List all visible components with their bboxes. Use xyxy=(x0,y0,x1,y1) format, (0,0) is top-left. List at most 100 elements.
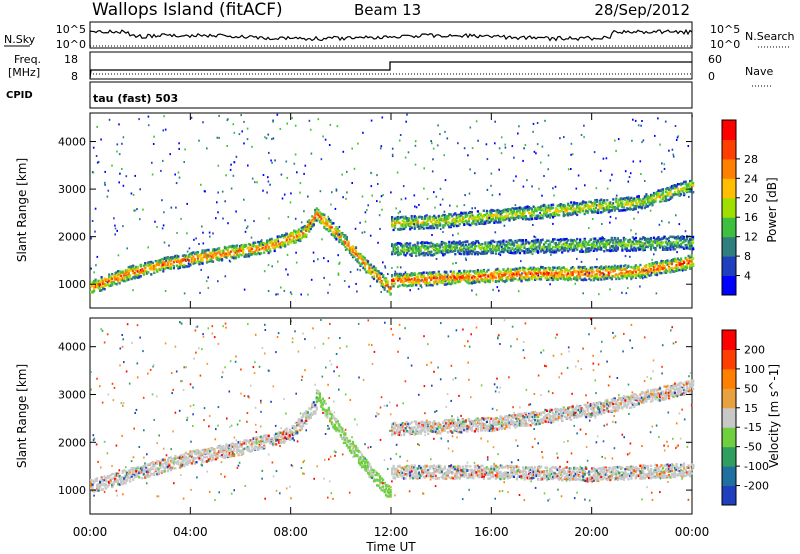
range-gate-cell xyxy=(463,223,466,226)
range-gate-cell xyxy=(664,199,668,203)
range-gate-cell xyxy=(687,239,690,243)
range-gate-cell xyxy=(678,192,681,195)
range-gate-cell xyxy=(439,224,442,227)
range-gate-cell xyxy=(556,278,559,281)
range-gate-cell xyxy=(427,276,430,279)
range-gate-cell xyxy=(382,285,385,289)
range-gate-cell xyxy=(493,248,496,251)
range-gate-cell xyxy=(419,222,422,226)
range-gate-cell xyxy=(579,250,582,253)
range-gate-cell xyxy=(670,259,674,263)
range-gate-cell xyxy=(582,243,585,246)
range-gate-cell xyxy=(567,275,570,279)
range-gate-cell xyxy=(428,226,431,230)
range-gate-cell xyxy=(649,243,653,247)
range-gate-cell xyxy=(423,187,425,190)
range-gate-cell xyxy=(543,244,546,247)
range-gate-cell xyxy=(567,207,570,210)
range-gate-cell xyxy=(287,241,290,244)
range-gate-cell xyxy=(673,243,677,246)
range-gate-cell xyxy=(490,239,493,243)
range-gate-cell xyxy=(550,240,553,243)
range-gate-cell xyxy=(467,279,470,282)
range-gate-cell xyxy=(628,206,631,210)
range-gate-cell xyxy=(238,133,241,136)
range-gate-cell xyxy=(458,219,461,222)
range-gate-cell xyxy=(458,247,461,250)
range-gate-cell xyxy=(664,187,668,191)
range-gate-cell xyxy=(598,269,601,272)
range-gate-cell xyxy=(258,242,261,246)
range-gate-cell xyxy=(555,210,558,214)
range-gate-cell xyxy=(482,214,485,217)
range-gate-cell xyxy=(125,175,128,178)
range-gate-cell xyxy=(320,217,323,221)
range-gate-cell xyxy=(433,271,436,274)
range-gate-cell xyxy=(129,274,132,277)
range-gate-cell xyxy=(546,245,549,249)
range-gate-cell xyxy=(382,194,384,196)
range-gate-cell xyxy=(175,255,178,259)
range-gate-cell xyxy=(451,245,454,248)
range-gate-cell xyxy=(529,276,532,279)
range-gate-cell xyxy=(272,242,275,246)
range-gate-cell xyxy=(455,220,458,223)
range-gate-cell xyxy=(95,155,98,157)
range-gate-cell xyxy=(168,260,171,264)
range-gate-cell xyxy=(521,210,525,213)
range-gate-cell xyxy=(515,215,519,218)
range-gate-cell xyxy=(419,275,422,278)
range-gate-cell xyxy=(382,283,385,286)
range-gate-cell xyxy=(442,217,445,221)
nsky-label: N.Sky xyxy=(4,33,36,46)
range-gate-cell xyxy=(646,269,649,273)
range-gate-cell xyxy=(363,265,367,268)
range-gate-cell xyxy=(650,271,653,274)
range-gate-cell xyxy=(430,225,433,228)
range-gate-cell xyxy=(400,249,403,252)
range-gate-cell xyxy=(585,240,588,244)
range-gate-cell xyxy=(430,273,433,277)
range-gate-cell xyxy=(559,240,562,243)
range-gate-cell xyxy=(649,269,653,272)
range-gate-cell xyxy=(362,255,365,259)
range-gate-cell xyxy=(499,276,502,280)
range-gate-cell xyxy=(413,244,416,247)
range-gate-cell xyxy=(303,233,306,236)
range-gate-cell xyxy=(559,205,562,208)
range-gate-cell xyxy=(466,222,469,225)
range-gate-cell xyxy=(160,264,163,268)
range-gate-cell xyxy=(540,250,543,253)
range-gate-cell xyxy=(597,204,600,207)
freq-bottom-tick: 8 xyxy=(71,70,78,83)
range-gate-cell xyxy=(94,285,97,289)
range-gate-cell xyxy=(570,238,573,242)
range-gate-cell xyxy=(488,211,491,214)
range-gate-cell xyxy=(600,237,603,240)
range-gate-cell xyxy=(598,266,601,269)
range-gate-cell xyxy=(565,207,568,210)
range-gate-cell xyxy=(433,282,436,285)
range-gate-cell xyxy=(600,265,603,268)
range-gate-cell xyxy=(541,238,544,241)
range-gate-cell xyxy=(431,216,434,219)
range-gate-cell xyxy=(591,242,594,245)
range-gate-cell xyxy=(99,281,102,284)
range-gate-cell xyxy=(457,249,460,252)
range-gate-cell xyxy=(535,209,538,213)
range-gate-cell xyxy=(357,255,361,258)
range-gate-cell xyxy=(282,241,285,244)
range-gate-cell xyxy=(391,219,394,222)
range-gate-cell xyxy=(424,244,427,248)
range-gate-cell xyxy=(544,251,547,254)
range-gate-cell xyxy=(117,270,120,273)
range-gate-cell xyxy=(643,269,646,273)
range-gate-cell xyxy=(409,279,412,282)
range-gate-cell xyxy=(583,203,586,206)
range-gate-cell xyxy=(537,268,540,271)
range-gate-cell xyxy=(561,245,564,248)
range-gate-cell xyxy=(464,211,467,214)
range-gate-cell xyxy=(464,240,467,243)
range-gate-cell xyxy=(642,242,645,245)
range-gate-cell xyxy=(368,271,371,275)
